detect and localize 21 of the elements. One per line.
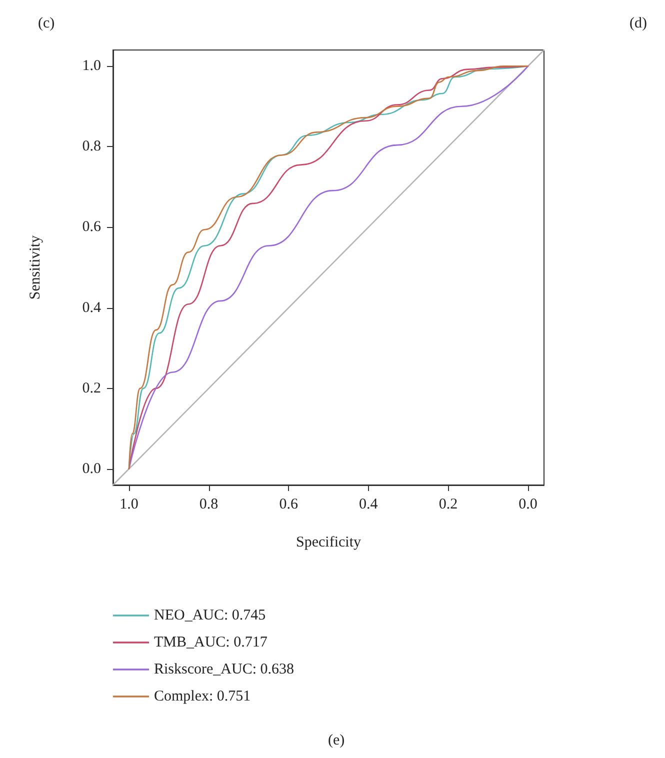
y-tick-label: 1.0: [82, 58, 101, 74]
text: (e): [328, 732, 345, 748]
text: (c): [38, 16, 55, 32]
y-axis-title: Sensitivity: [28, 234, 44, 300]
text: (d): [630, 16, 648, 32]
x-tick-label: 0.2: [438, 496, 458, 512]
y-tick-label: 0.6: [82, 219, 102, 236]
x-tick-label: 0.4: [359, 496, 378, 512]
x-tick-label: 0.0: [518, 496, 538, 512]
legend-label: Complex: 0.751: [154, 688, 251, 704]
legend-label: Riskscore_AUC: 0.638: [154, 662, 294, 678]
y-tick-label: 0.2: [82, 380, 101, 396]
y-tick-label: 0.0: [82, 460, 101, 477]
legend-label: TMB_AUC: 0.717: [154, 634, 268, 650]
legend-label: NEO_AUC: 0.745: [154, 608, 266, 624]
x-tick-label: 0.6: [279, 496, 298, 512]
x-tick-label: 0.8: [199, 496, 218, 512]
y-tick-label: 0.4: [82, 300, 102, 316]
x-tick-label: 1.0: [120, 496, 138, 512]
y-tick-label: 0.8: [82, 138, 101, 155]
x-axis-title: Specificity: [296, 534, 362, 550]
